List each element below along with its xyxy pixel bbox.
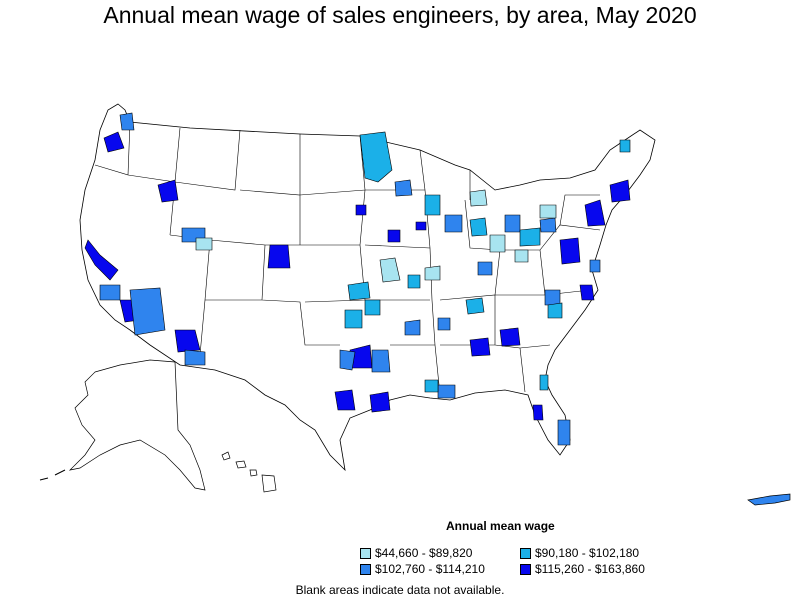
metro-area bbox=[369, 391, 391, 413]
metro-area bbox=[424, 379, 439, 393]
metro-area bbox=[514, 249, 529, 263]
metro-area bbox=[584, 199, 606, 227]
metro-area bbox=[559, 237, 581, 265]
metro-area bbox=[415, 221, 427, 231]
legend-swatch bbox=[520, 563, 531, 575]
metro-area bbox=[404, 319, 421, 336]
metro-area bbox=[424, 194, 441, 216]
metro-area bbox=[355, 204, 367, 216]
metro-area bbox=[344, 309, 363, 329]
metro-area bbox=[547, 302, 563, 319]
puerto-rico bbox=[747, 493, 791, 506]
metro-area bbox=[103, 131, 125, 153]
metro-area bbox=[489, 234, 506, 253]
legend-item: $90,180 - $102,180 bbox=[520, 546, 639, 560]
metro-area bbox=[469, 189, 488, 207]
legend-swatch bbox=[360, 547, 371, 559]
metro-area bbox=[469, 337, 491, 357]
metro-areas bbox=[84, 112, 631, 446]
metro-area bbox=[504, 214, 521, 233]
metro-area bbox=[532, 404, 544, 421]
metro-area bbox=[84, 239, 119, 281]
metro-area bbox=[157, 179, 179, 203]
legend-item: $115,260 - $163,860 bbox=[520, 562, 645, 576]
legend-label: $90,180 - $102,180 bbox=[535, 546, 640, 560]
alaska bbox=[39, 359, 206, 491]
metro-area bbox=[99, 284, 121, 301]
metro-area bbox=[174, 329, 201, 353]
metro-area bbox=[379, 257, 401, 283]
metro-area bbox=[184, 349, 206, 366]
metro-area bbox=[519, 227, 541, 247]
legend-swatch bbox=[360, 563, 371, 575]
metro-area bbox=[359, 131, 393, 183]
metro-area bbox=[347, 281, 371, 301]
metro-area bbox=[339, 349, 356, 371]
metro-area bbox=[539, 204, 557, 219]
metro-area bbox=[544, 289, 561, 306]
hawaii-island-3 bbox=[249, 469, 258, 477]
legend-label: $102,760 - $114,210 bbox=[375, 562, 485, 576]
metro-area bbox=[557, 419, 571, 446]
legend-swatch bbox=[520, 547, 531, 559]
metro-area bbox=[437, 317, 451, 331]
metro-area bbox=[589, 259, 601, 273]
legend-item: $102,760 - $114,210 bbox=[360, 562, 485, 576]
metro-area bbox=[619, 139, 631, 153]
aleutian-islands bbox=[39, 469, 66, 481]
metro-area bbox=[119, 112, 135, 131]
metro-area bbox=[407, 274, 421, 289]
hawaii-island-4 bbox=[261, 474, 277, 493]
metro-area bbox=[334, 389, 356, 411]
metro-area bbox=[394, 179, 413, 197]
map-title: Annual mean wage of sales engineers, by … bbox=[103, 2, 697, 28]
metro-area bbox=[364, 299, 381, 316]
metro-area bbox=[444, 214, 463, 233]
metro-area bbox=[469, 217, 488, 237]
hawaii-island-2 bbox=[235, 460, 247, 469]
alaska-outline bbox=[68, 359, 206, 491]
metro-area bbox=[579, 284, 595, 301]
metro-area bbox=[539, 217, 557, 233]
legend-label: $44,660 - $89,820 bbox=[375, 546, 473, 560]
metro-area bbox=[267, 244, 291, 269]
footnote: Blank areas indicate data not available. bbox=[295, 583, 505, 597]
metro-area bbox=[424, 265, 441, 281]
metro-area bbox=[477, 261, 493, 276]
legend-label: $115,260 - $163,860 bbox=[535, 562, 645, 576]
hawaii-island-1 bbox=[221, 451, 231, 461]
hawaii bbox=[221, 451, 277, 493]
metro-area bbox=[465, 297, 485, 315]
metro-area bbox=[539, 374, 549, 391]
metro-area bbox=[129, 287, 166, 336]
legend-title: Annual mean wage bbox=[446, 519, 555, 533]
metro-area bbox=[609, 179, 631, 203]
metro-area bbox=[195, 237, 213, 251]
metro-area bbox=[371, 349, 391, 373]
legend-item: $44,660 - $89,820 bbox=[360, 546, 472, 560]
metro-area bbox=[387, 229, 401, 243]
metro-area bbox=[499, 327, 521, 347]
metro-area bbox=[437, 384, 456, 399]
